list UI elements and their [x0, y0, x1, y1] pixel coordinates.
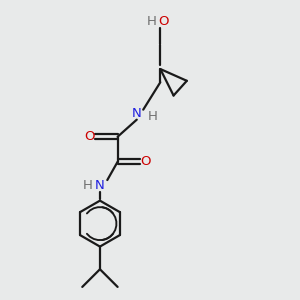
Text: O: O — [140, 155, 151, 168]
Text: N: N — [95, 179, 105, 192]
Text: H: H — [148, 110, 158, 123]
Text: N: N — [132, 107, 142, 120]
Text: O: O — [84, 130, 95, 143]
Text: O: O — [159, 15, 169, 28]
Text: H: H — [82, 179, 92, 192]
Text: H: H — [147, 15, 157, 28]
